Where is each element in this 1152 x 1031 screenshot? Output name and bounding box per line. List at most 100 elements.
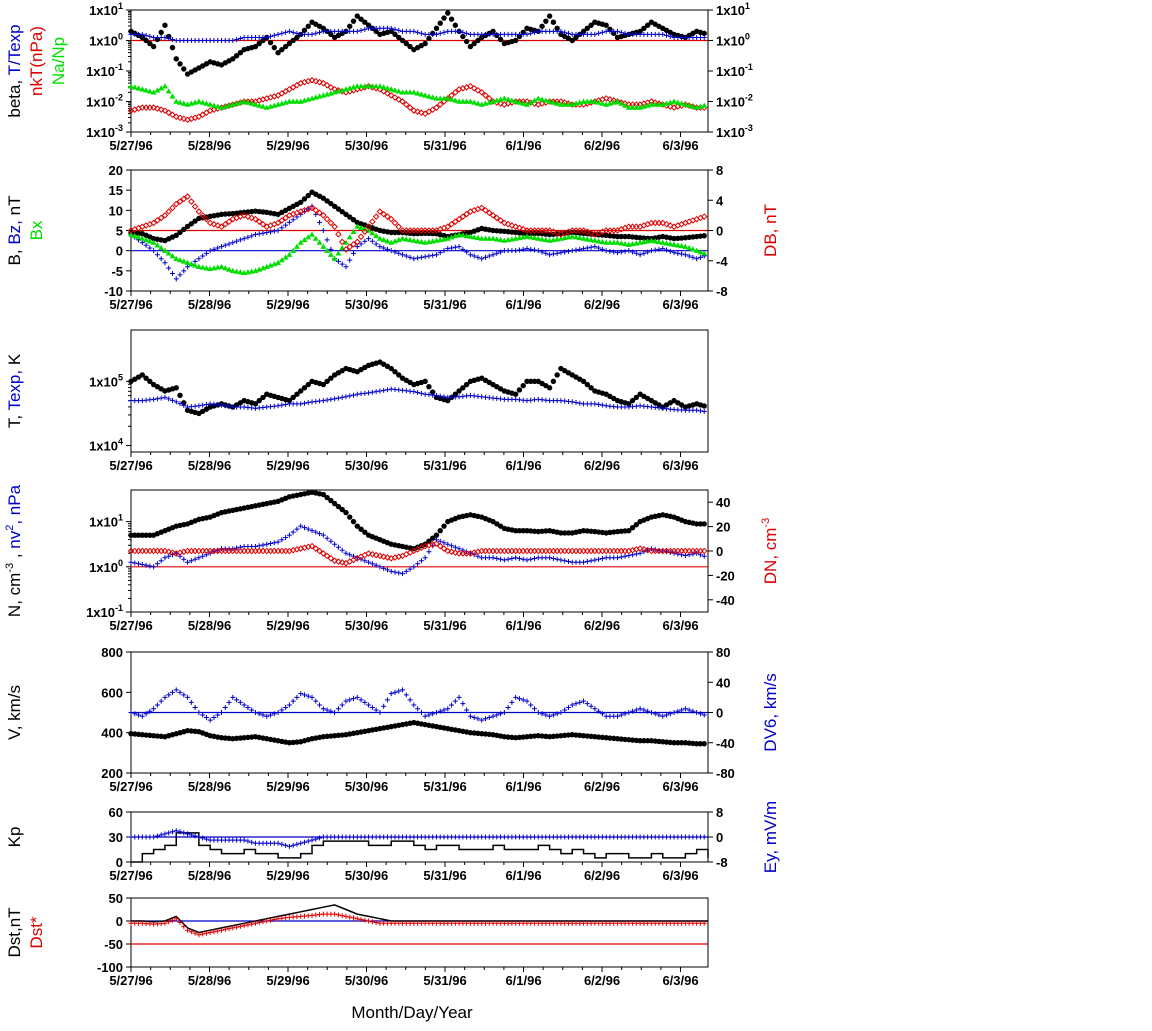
dst-star-point: [335, 912, 341, 918]
b-point: [350, 217, 357, 223]
ey-point: [313, 836, 319, 842]
t-texp-point: [283, 29, 289, 35]
b-point: [305, 192, 311, 199]
dv6-point: [498, 711, 504, 717]
texp-point: [343, 394, 349, 400]
bz-point: [558, 250, 564, 256]
bx-point: [324, 247, 331, 253]
texp-point: [279, 402, 285, 408]
dv6-point: [509, 699, 515, 705]
date-label: 5/31/96: [423, 973, 466, 988]
texp-point: [200, 402, 206, 408]
na-np-point: [678, 100, 685, 106]
bz-point: [426, 253, 432, 259]
bz-point: [437, 250, 443, 256]
nv2-point: [554, 556, 560, 562]
nv2-point: [136, 561, 142, 567]
dv6-point: [332, 710, 338, 715]
left-tick-label: 0: [116, 244, 123, 259]
na-np-point: [474, 100, 481, 106]
bz-point: [173, 276, 179, 282]
bx-point: [414, 238, 421, 244]
bx-point: [671, 241, 678, 247]
left-tick-label: 1x10-1: [86, 62, 123, 79]
bz-point: [275, 228, 281, 233]
dv6-point: [351, 696, 357, 702]
dv6-point: [192, 704, 198, 710]
nv2-point: [581, 559, 587, 565]
nv2-point: [505, 556, 511, 562]
nv2-point: [422, 555, 428, 561]
date-label: 6/3/96: [662, 297, 698, 312]
bz-point: [532, 247, 538, 253]
nkt-point: [157, 106, 165, 113]
bz-point: [166, 265, 172, 271]
beta-point: [445, 10, 451, 16]
bz-point: [377, 244, 383, 250]
bz-point: [603, 248, 609, 254]
na-np-point: [625, 104, 632, 110]
bx-point: [693, 247, 700, 253]
dv6-point: [136, 712, 142, 718]
left-axis-label: N, cm-3 , nv2, nPa: [4, 484, 24, 617]
t-point: [328, 375, 334, 381]
t-texp-point: [437, 30, 443, 36]
na-np-point: [671, 98, 678, 104]
dv6-point: [203, 715, 209, 721]
db-point: [335, 230, 342, 238]
dv6-point: [675, 708, 681, 714]
t-texp-point: [388, 25, 394, 31]
bz-point: [614, 250, 620, 256]
nv2-point: [256, 543, 262, 549]
bx-point: [143, 236, 150, 243]
beta-point: [252, 43, 259, 50]
date-label: 5/28/96: [188, 138, 231, 153]
na-np-point: [629, 104, 636, 110]
na-np-point: [523, 101, 530, 107]
dst-star-point: [215, 928, 221, 934]
dv6-point: [682, 706, 688, 712]
t-point: [429, 389, 436, 395]
bz-point: [441, 248, 447, 254]
nkt-point: [478, 89, 486, 96]
dv6-point: [558, 710, 564, 715]
nv2-point: [275, 539, 281, 545]
date-label: 5/27/96: [109, 618, 152, 633]
na-np-point: [373, 83, 380, 89]
dv6-point: [328, 708, 334, 714]
nv2-point: [305, 526, 311, 532]
nv2-point: [283, 534, 289, 540]
db-point: [320, 212, 327, 219]
bz-point: [618, 249, 624, 255]
b-point: [177, 229, 183, 236]
bx-point: [154, 242, 161, 248]
bz-point: [328, 246, 334, 252]
na-np-point: [459, 98, 466, 104]
db-point: [365, 223, 372, 231]
na-np-point: [648, 101, 655, 107]
dv6-point: [671, 710, 677, 715]
dv6-point: [154, 702, 160, 708]
left-tick-label: 1x101: [89, 513, 123, 530]
bz-point: [697, 254, 703, 260]
right-tick-label: -40: [716, 593, 735, 608]
bz-point: [539, 249, 545, 255]
left-axis-label: Dst,nT: [5, 907, 24, 957]
t-point: [173, 385, 179, 391]
dv6-point: [543, 712, 549, 718]
na-np-point: [259, 103, 266, 109]
n-point: [561, 530, 568, 536]
bz-point: [256, 231, 262, 237]
nkt-point: [180, 115, 188, 123]
beta-point: [237, 50, 244, 56]
ey-point: [177, 829, 183, 835]
nkt-point: [406, 104, 414, 111]
dn-point: [372, 551, 380, 559]
nv2-point: [614, 555, 620, 561]
na-np-point: [429, 94, 436, 100]
dv6-point: [403, 692, 409, 698]
db-point: [316, 209, 323, 217]
texp-point: [373, 389, 379, 395]
dv6-point: [471, 715, 477, 721]
dst-star-point: [252, 920, 258, 926]
